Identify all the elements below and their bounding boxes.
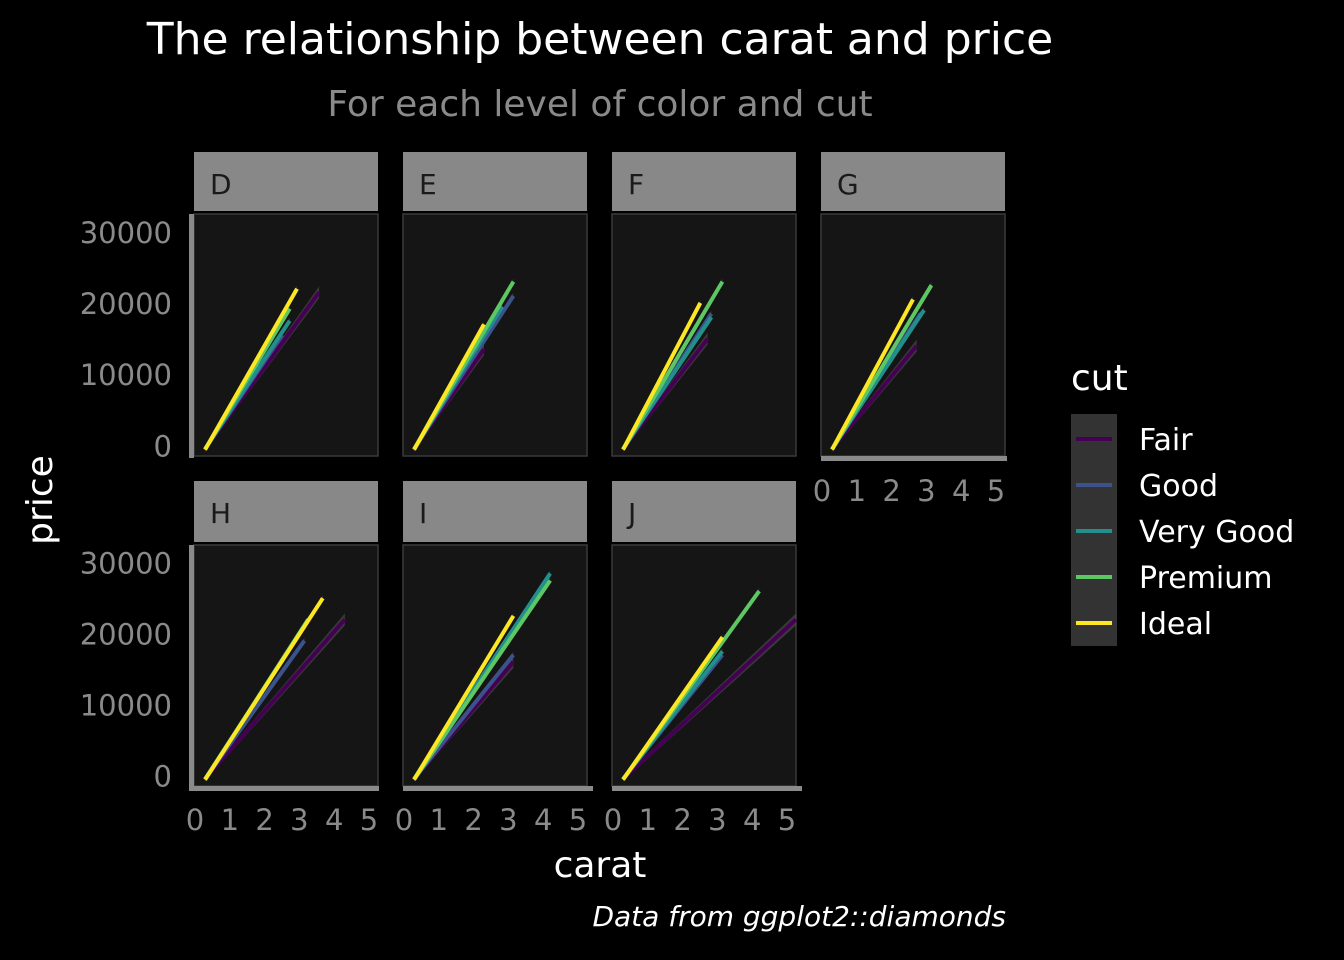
x-tick-label: 5 — [987, 474, 1005, 508]
facet-strip-label: D — [210, 168, 232, 201]
x-axis-line — [612, 786, 802, 791]
x-tick-label: 2 — [673, 803, 691, 837]
y-tick-label: 0 — [154, 759, 172, 793]
fit-line-ideal — [412, 614, 516, 781]
x-tick-label: 0 — [186, 803, 204, 837]
fit-line-ideal — [203, 287, 299, 451]
facet-strip — [821, 152, 1005, 211]
facet-strip-label: J — [626, 497, 636, 530]
facet-strip — [612, 481, 796, 542]
legend-label: Fair — [1139, 423, 1193, 458]
x-tick-label: 5 — [360, 803, 378, 837]
facet-strip-label: F — [628, 168, 644, 201]
x-tick-label: 4 — [743, 803, 761, 837]
facet-strip-label: I — [419, 497, 427, 530]
y-tick-label: 20000 — [80, 287, 172, 321]
y-axis-line — [189, 545, 194, 789]
x-tick-label: 4 — [952, 474, 970, 508]
fit-line-ideal — [830, 298, 915, 451]
x-tick-label: 1 — [639, 803, 657, 837]
legend: cut Fair Good Very Good Premium Ideal — [1071, 358, 1294, 646]
fit-line-fair — [830, 344, 919, 451]
facet-panel-E: E — [402, 152, 588, 457]
y-tick-label: 0 — [154, 429, 172, 463]
y-tick-label: 10000 — [80, 688, 172, 722]
fit-line-ideal — [621, 636, 725, 781]
x-tick-label: 4 — [534, 803, 552, 837]
x-tick-label: 2 — [464, 803, 482, 837]
x-axis-line — [189, 786, 379, 791]
x-tick-label: 0 — [395, 803, 413, 837]
x-tick-label: 1 — [848, 474, 866, 508]
facet-strip-label: G — [837, 168, 859, 201]
y-tick-label: 30000 — [80, 547, 172, 581]
x-tick-label: 3 — [290, 803, 308, 837]
legend-title: cut — [1071, 358, 1128, 399]
chart-title: The relationship between carat and price — [146, 14, 1054, 65]
facet-panel-G: G — [820, 152, 1006, 457]
legend-label: Good — [1139, 469, 1218, 504]
fit-line-ideal — [621, 302, 703, 451]
facet-strip — [403, 152, 587, 211]
fit-line-ideal — [203, 597, 325, 781]
facet-panel-I: I — [402, 481, 588, 787]
x-tick-label: 1 — [221, 803, 239, 837]
y-tick-label: 20000 — [80, 618, 172, 652]
fit-line-fair — [621, 617, 798, 781]
legend-label: Premium — [1139, 561, 1273, 596]
chart-caption: Data from ggplot2::diamonds — [592, 900, 1006, 933]
y-tick-label: 30000 — [80, 216, 172, 250]
facet-panel-H: H — [193, 481, 379, 787]
facet-strip — [403, 481, 587, 542]
facet-strip-label: H — [210, 497, 231, 530]
legend-label: Very Good — [1139, 515, 1294, 550]
x-axis-title: carat — [554, 845, 647, 886]
facet-panel-D: D — [193, 152, 379, 457]
y-axis-title: price — [20, 455, 61, 545]
x-tick-label: 4 — [325, 803, 343, 837]
y-axis-line — [189, 214, 194, 458]
x-tick-label: 2 — [255, 803, 273, 837]
y-tick-label: 10000 — [80, 358, 172, 392]
facet-strip — [194, 481, 378, 542]
fit-line-fair — [203, 618, 347, 781]
x-tick-label: 2 — [882, 474, 900, 508]
x-tick-label: 0 — [813, 474, 831, 508]
x-tick-label: 5 — [778, 803, 796, 837]
x-tick-label: 5 — [569, 803, 587, 837]
x-axis-line — [821, 456, 1007, 461]
fit-line-premium — [412, 579, 552, 781]
x-tick-label: 3 — [708, 803, 726, 837]
x-tick-label: 1 — [430, 803, 448, 837]
x-axis-line — [403, 786, 593, 791]
x-tick-label: 0 — [604, 803, 622, 837]
fit-line-ideal — [412, 323, 486, 451]
x-tick-label: 3 — [499, 803, 517, 837]
facet-strip — [612, 152, 796, 211]
facet-panel-J: J — [611, 481, 798, 787]
facet-strip-label: E — [419, 168, 437, 201]
x-tick-label: 3 — [917, 474, 935, 508]
legend-label: Ideal — [1139, 607, 1212, 642]
chart-subtitle: For each level of color and cut — [327, 84, 873, 125]
facet-strip — [194, 152, 378, 211]
facet-panel-F: F — [611, 152, 797, 457]
